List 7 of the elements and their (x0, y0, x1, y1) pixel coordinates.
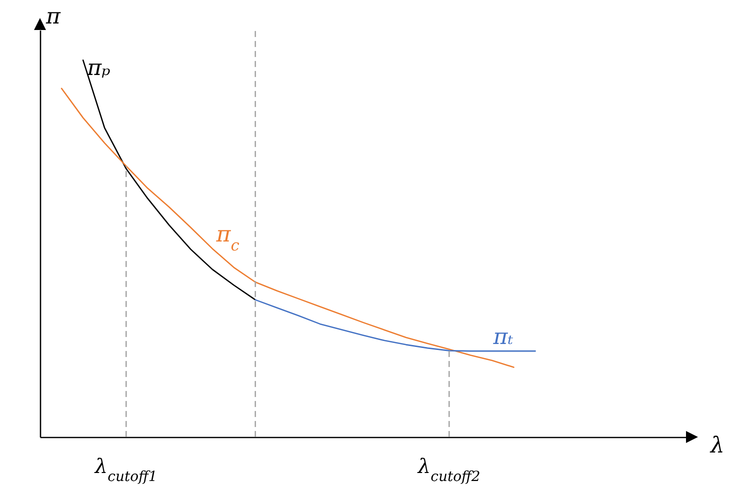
y-axis-title: π (45, 4, 62, 30)
series-label: πₚ (86, 56, 111, 82)
series-label: π$_{c}$ (215, 222, 240, 255)
text: λ$_{cutoff1}$ (94, 454, 158, 485)
text: λ$_{cutoff2}$ (416, 454, 480, 485)
x-axis-title: λ (710, 434, 724, 458)
series-label: πₜ (492, 325, 514, 350)
